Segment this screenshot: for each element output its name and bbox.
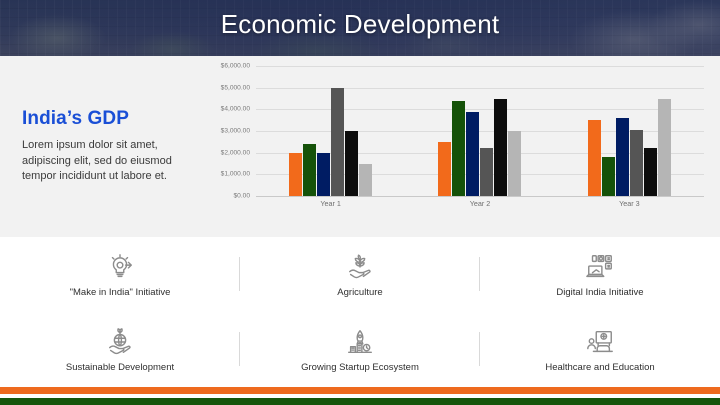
header-background-image: [0, 0, 720, 56]
page-title: Economic Development: [220, 9, 500, 39]
slide-header: Economic Development: [0, 0, 720, 56]
x-axis-tick-label: Year 2: [469, 199, 491, 208]
chart-y-axis: $0.00 $1,000.00 $2,000.00 $3,000.00 $4,000.0…: [196, 62, 254, 200]
feature-cell[interactable]: Digital India Initiative: [480, 237, 720, 312]
laptop-apps-icon: [585, 252, 615, 282]
chart-bar-group: [405, 66, 554, 196]
y-axis-tick-label: $0.00: [233, 192, 250, 200]
y-axis-tick-label: $5,000.00: [220, 84, 250, 92]
chart-bar: [480, 148, 494, 196]
x-axis-tick-label: Year 3: [619, 199, 640, 208]
y-axis-tick-label: $6,000.00: [220, 62, 250, 70]
footer-stripe-white: [0, 394, 720, 398]
chart-gridline: [256, 152, 704, 154]
chart-bar-groups: [256, 66, 704, 196]
chart-gridline: [256, 109, 704, 111]
chart-bar: [643, 148, 657, 196]
section-title: India’s GDP: [22, 108, 130, 129]
chart-plot-area: [256, 66, 704, 197]
chart-gridline: [256, 87, 704, 89]
chart-bar: [359, 163, 373, 196]
chart-bar: [438, 141, 452, 196]
footer-stripe-orange: [0, 387, 720, 394]
chart-bar: [317, 152, 331, 196]
chart-bar: [657, 98, 671, 196]
chart-bar-group: [555, 66, 704, 196]
chart-bar: [345, 131, 359, 196]
y-axis-tick-label: $3,000.00: [220, 127, 250, 135]
feature-cell[interactable]: Agriculture: [240, 237, 480, 312]
feature-cell[interactable]: "Make in India" Initiative: [0, 237, 240, 312]
feature-cell[interactable]: Growing Startup Ecosystem: [240, 312, 480, 387]
feature-label: Healthcare and Education: [545, 361, 655, 373]
presentation-medical-icon: [585, 327, 615, 357]
chart-bar: [466, 111, 480, 196]
feature-label: Sustainable Development: [65, 361, 175, 373]
gdp-bar-chart: $0.00 $1,000.00 $2,000.00 $3,000.00 $4,000.0…: [196, 62, 704, 221]
chart-bar: [508, 131, 522, 196]
chart-gridline: [256, 66, 704, 67]
left-text-block: India’s GDP Lorem ipsum dolor sit amet, …: [22, 108, 187, 185]
chart-x-axis: Year 1 Year 2 Year 3: [256, 199, 704, 208]
chart-bar: [615, 118, 629, 196]
chart-bar: [331, 87, 345, 196]
chart-bar: [289, 152, 303, 196]
section-body-text: Lorem ipsum dolor sit amet, adipiscing e…: [22, 139, 172, 183]
x-axis-tick-label: Year 1: [320, 199, 341, 208]
chart-bar: [629, 129, 643, 196]
chart-bar: [303, 144, 317, 196]
y-axis-tick-label: $2,000.00: [220, 149, 250, 157]
feature-cell[interactable]: Healthcare and Education: [480, 312, 720, 387]
feature-label: Growing Startup Ecosystem: [301, 361, 419, 373]
chart-bar-group: [256, 66, 405, 196]
feature-cell[interactable]: Sustainable Development: [0, 312, 240, 387]
chart-gridline: [256, 174, 704, 176]
hand-plant-icon: [345, 252, 375, 282]
feature-label: Agriculture: [337, 286, 383, 298]
footer-stripe-green: [0, 398, 720, 405]
feature-icon-grid: "Make in India" Initiative Agriculture Dig…: [0, 237, 720, 387]
feature-label: "Make in India" Initiative: [69, 286, 171, 298]
lightbulb-gear-icon: [105, 252, 135, 282]
chart-bar: [601, 157, 615, 196]
feature-label: Digital India Initiative: [556, 286, 644, 298]
hand-globe-leaf-icon: [105, 327, 135, 357]
y-axis-tick-label: $1,000.00: [220, 170, 250, 178]
rocket-buildings-icon: [345, 327, 375, 357]
chart-panel: India’s GDP Lorem ipsum dolor sit amet, …: [0, 56, 720, 237]
chart-bar: [452, 100, 466, 196]
y-axis-tick-label: $4,000.00: [220, 105, 250, 113]
chart-bar: [494, 98, 508, 196]
chart-bar: [587, 120, 601, 196]
chart-gridline: [256, 131, 704, 132]
chart-axis-line: [256, 196, 704, 197]
